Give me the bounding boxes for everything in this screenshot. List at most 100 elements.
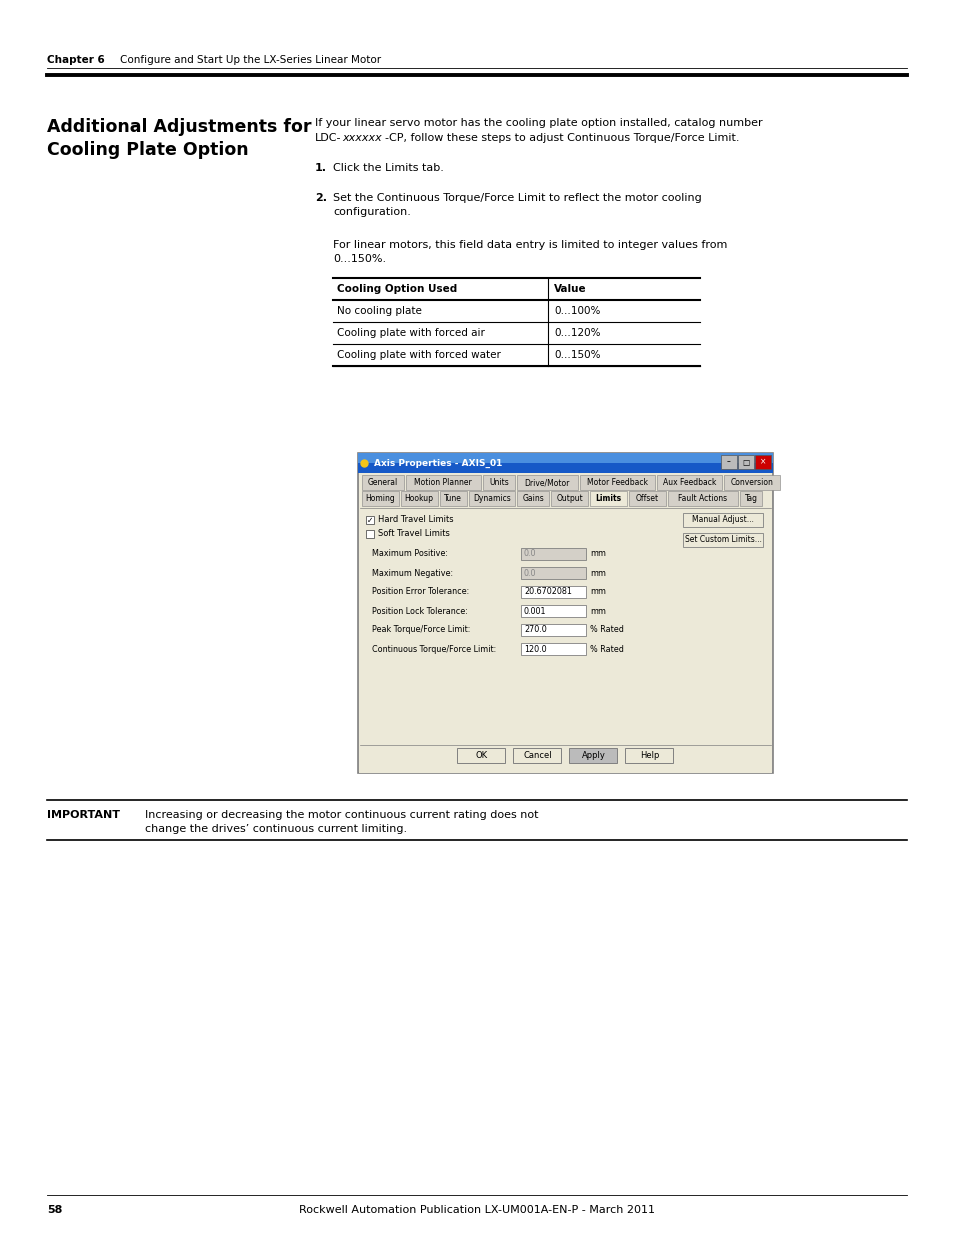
Bar: [551, 492, 587, 506]
Text: –: –: [726, 457, 730, 467]
Text: Click the Limits tab.: Click the Limits tab.: [333, 163, 443, 173]
Bar: [366, 530, 374, 538]
Text: Position Error Tolerance:: Position Error Tolerance:: [372, 588, 469, 597]
Text: Hookup: Hookup: [404, 494, 434, 503]
Text: Soft Travel Limits: Soft Travel Limits: [377, 530, 450, 538]
Text: Increasing or decreasing the motor continuous current rating does not: Increasing or decreasing the motor conti…: [145, 810, 537, 820]
Text: Cancel: Cancel: [522, 751, 551, 760]
Text: Homing: Homing: [365, 494, 395, 503]
Text: 20.6702081: 20.6702081: [523, 588, 571, 597]
Bar: [366, 516, 374, 524]
Text: Position Lock Tolerance:: Position Lock Tolerance:: [372, 606, 467, 615]
Bar: [400, 492, 437, 506]
Bar: [405, 475, 480, 490]
Text: 0.001: 0.001: [523, 606, 546, 615]
Bar: [358, 473, 771, 773]
Bar: [569, 748, 617, 763]
Text: change the drives’ continuous current limiting.: change the drives’ continuous current li…: [145, 824, 407, 834]
Text: Peak Torque/Force Limit:: Peak Torque/Force Limit:: [372, 625, 470, 635]
Bar: [625, 748, 673, 763]
Bar: [357, 463, 772, 473]
Bar: [520, 624, 585, 636]
Bar: [468, 492, 515, 506]
Text: 270.0: 270.0: [523, 625, 546, 635]
Text: No cooling plate: No cooling plate: [336, 306, 421, 316]
Text: 120.0: 120.0: [523, 645, 546, 653]
Text: Set Custom Limits...: Set Custom Limits...: [684, 536, 760, 545]
Text: Tag: Tag: [744, 494, 757, 503]
Text: OK: OK: [475, 751, 487, 760]
Text: -CP, follow these steps to adjust Continuous Torque/Force Limit.: -CP, follow these steps to adjust Contin…: [385, 133, 739, 143]
Text: Manual Adjust...: Manual Adjust...: [691, 515, 753, 525]
Bar: [667, 492, 738, 506]
Text: Cooling plate with forced water: Cooling plate with forced water: [336, 350, 500, 359]
Text: Offset: Offset: [635, 494, 659, 503]
Text: Rockwell Automation Publication LX-UM001A-EN-P - March 2011: Rockwell Automation Publication LX-UM001…: [298, 1205, 655, 1215]
Bar: [517, 475, 577, 490]
Text: % Rated: % Rated: [589, 625, 623, 635]
Text: 0...150%.: 0...150%.: [333, 254, 386, 264]
Text: 0.0: 0.0: [523, 568, 536, 578]
Text: mm: mm: [589, 606, 605, 615]
Text: % Rated: % Rated: [589, 645, 623, 653]
Bar: [513, 748, 561, 763]
Text: 0.0: 0.0: [523, 550, 536, 558]
Bar: [579, 475, 654, 490]
Text: 1.: 1.: [314, 163, 327, 173]
Text: Gains: Gains: [522, 494, 543, 503]
Bar: [357, 453, 772, 463]
Text: 0…150%: 0…150%: [554, 350, 599, 359]
Bar: [520, 585, 585, 598]
Bar: [628, 492, 665, 506]
Bar: [517, 492, 549, 506]
Bar: [682, 513, 762, 527]
Text: 0…120%: 0…120%: [554, 329, 599, 338]
Text: 2.: 2.: [314, 193, 327, 203]
Bar: [520, 548, 585, 559]
Text: xxxxxx: xxxxxx: [341, 133, 381, 143]
Bar: [589, 492, 626, 506]
Bar: [723, 475, 780, 490]
Bar: [738, 454, 753, 469]
Text: Value: Value: [554, 284, 586, 294]
Text: ✓: ✓: [366, 515, 373, 525]
Bar: [682, 534, 762, 547]
Text: Motion Planner: Motion Planner: [414, 478, 472, 487]
Text: Drive/Motor: Drive/Motor: [524, 478, 569, 487]
Text: ×: ×: [759, 457, 765, 467]
Text: Axis Properties - AXIS_01: Axis Properties - AXIS_01: [374, 458, 502, 468]
Bar: [361, 475, 403, 490]
Text: General: General: [367, 478, 397, 487]
Text: Hard Travel Limits: Hard Travel Limits: [377, 515, 453, 525]
Text: Motor Feedback: Motor Feedback: [586, 478, 647, 487]
Bar: [520, 643, 585, 655]
Bar: [754, 454, 770, 469]
Text: LDC-: LDC-: [314, 133, 341, 143]
Text: Tune: Tune: [444, 494, 461, 503]
Text: 58: 58: [47, 1205, 62, 1215]
Text: mm: mm: [589, 588, 605, 597]
Bar: [520, 605, 585, 618]
Text: Configure and Start Up the LX-Series Linear Motor: Configure and Start Up the LX-Series Lin…: [120, 56, 381, 65]
Bar: [482, 475, 515, 490]
Text: IMPORTANT: IMPORTANT: [47, 810, 120, 820]
Text: Set the Continuous Torque/Force Limit to reflect the motor cooling: Set the Continuous Torque/Force Limit to…: [333, 193, 701, 203]
Text: configuration.: configuration.: [333, 207, 411, 217]
Bar: [740, 492, 761, 506]
Text: Dynamics: Dynamics: [473, 494, 511, 503]
Text: For linear motors, this field data entry is limited to integer values from: For linear motors, this field data entry…: [333, 240, 726, 249]
Text: Additional Adjustments for: Additional Adjustments for: [47, 119, 312, 136]
Bar: [457, 748, 505, 763]
Text: Chapter 6: Chapter 6: [47, 56, 105, 65]
Text: mm: mm: [589, 550, 605, 558]
Text: Maximum Negative:: Maximum Negative:: [372, 568, 453, 578]
Text: Output: Output: [556, 494, 582, 503]
Text: Limits: Limits: [595, 494, 620, 503]
Bar: [439, 492, 466, 506]
Text: Continuous Torque/Force Limit:: Continuous Torque/Force Limit:: [372, 645, 496, 653]
Text: mm: mm: [589, 568, 605, 578]
Text: Cooling Plate Option: Cooling Plate Option: [47, 141, 249, 159]
Text: Help: Help: [639, 751, 659, 760]
Text: Aux Feedback: Aux Feedback: [662, 478, 716, 487]
Text: Fault Actions: Fault Actions: [678, 494, 726, 503]
